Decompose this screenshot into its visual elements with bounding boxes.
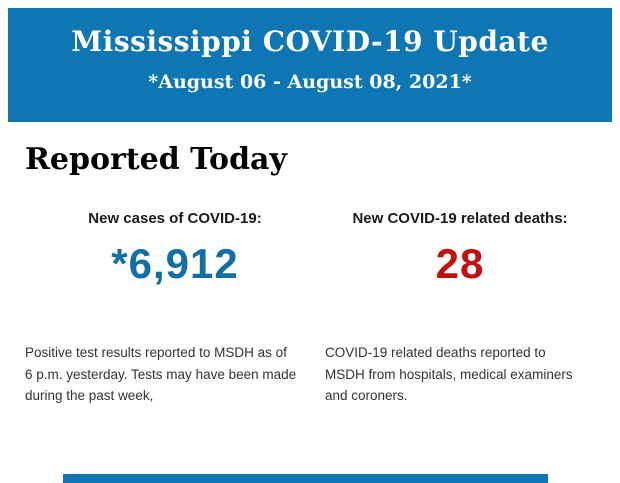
- new-deaths-stat: New COVID-19 related deaths: 28: [325, 210, 595, 288]
- page-title: Mississippi COVID-19 Update: [71, 25, 549, 58]
- new-cases-stat: New cases of COVID-19: *6,912: [25, 210, 325, 288]
- descriptions-row: Positive test results reported to MSDH a…: [25, 342, 595, 407]
- cases-description-col: Positive test results reported to MSDH a…: [25, 342, 325, 407]
- deaths-description: COVID-19 related deaths reported to MSDH…: [325, 345, 573, 404]
- section-heading: Reported Today: [25, 142, 287, 177]
- report-content: Reported Today New cases of COVID-19: *6…: [25, 122, 595, 407]
- stats-row: New cases of COVID-19: *6,912 New COVID-…: [25, 210, 595, 288]
- new-deaths-value: 28: [435, 240, 485, 287]
- footer-bar: [63, 474, 548, 483]
- new-cases-value: *6,912: [111, 240, 239, 287]
- new-deaths-label: New COVID-19 related deaths:: [352, 210, 568, 227]
- deaths-description-col: COVID-19 related deaths reported to MSDH…: [325, 342, 595, 407]
- header-banner: Mississippi COVID-19 Update *August 06 -…: [8, 8, 612, 122]
- new-cases-label: New cases of COVID-19:: [88, 210, 262, 227]
- date-range-subtitle: *August 06 - August 08, 2021*: [148, 71, 472, 93]
- cases-description: Positive test results reported to MSDH a…: [25, 345, 297, 404]
